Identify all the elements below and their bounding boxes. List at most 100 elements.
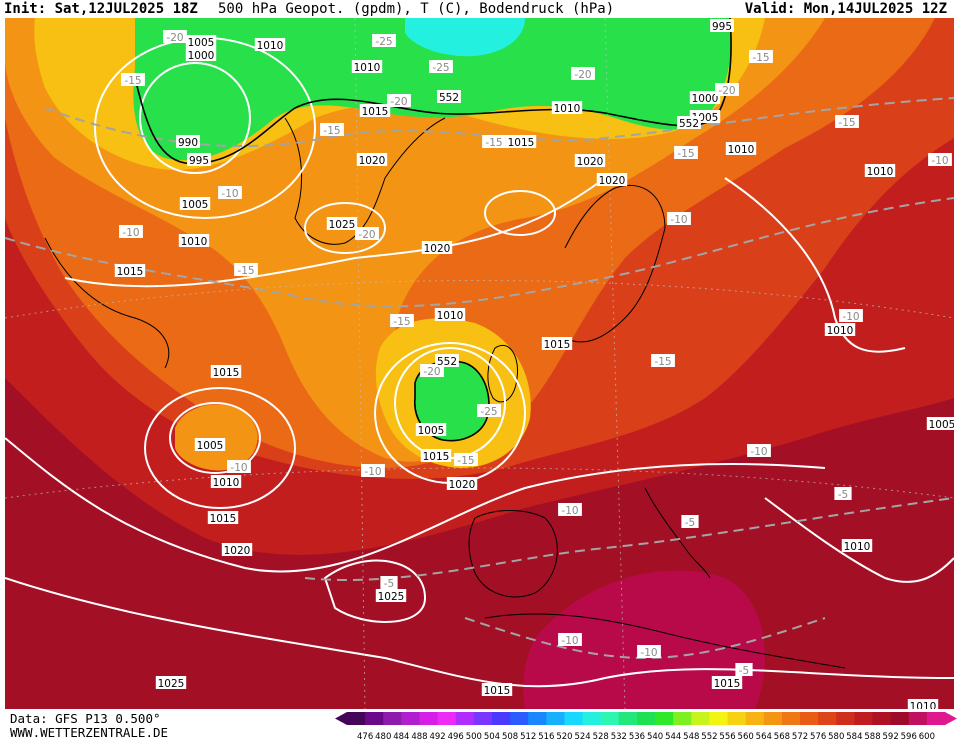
legend-label: 488 bbox=[411, 732, 427, 741]
pressure-label: 1005 bbox=[185, 35, 217, 49]
temperature-label-text: -15 bbox=[124, 75, 141, 87]
coastline-labrador bbox=[44, 237, 170, 369]
legend-label: 512 bbox=[520, 732, 536, 741]
legend-label: 524 bbox=[574, 732, 590, 741]
temperature-label-bg bbox=[735, 663, 753, 676]
coastline-group bbox=[44, 117, 846, 669]
pressure-label-text: 1020 bbox=[424, 243, 451, 255]
chart-header: Init: Sat,12JUL2025 18Z 500 hPa Geopot. … bbox=[0, 0, 959, 20]
temperature-label-bg bbox=[429, 60, 453, 73]
pressure-label: 995 bbox=[710, 19, 734, 33]
temperature-label: -20 bbox=[163, 30, 187, 44]
coastline-iberia bbox=[468, 510, 558, 598]
temperature-label-text: -15 bbox=[677, 148, 694, 160]
isobar-low-atlantic bbox=[169, 402, 261, 474]
pressure-label-text: 1015 bbox=[213, 367, 240, 379]
isotherm-minus5 bbox=[304, 497, 954, 581]
legend-swatch bbox=[347, 712, 366, 725]
pressure-label: 1015 bbox=[420, 449, 452, 463]
legend-swatch bbox=[763, 712, 783, 725]
temperature-label-text: -15 bbox=[485, 137, 502, 149]
coastline-italy bbox=[644, 487, 711, 579]
pressure-label-bg bbox=[210, 365, 242, 378]
pressure-label: 1020 bbox=[356, 153, 388, 167]
pressure-label: 1010 bbox=[434, 308, 466, 322]
legend-label: 520 bbox=[556, 732, 572, 741]
temperature-label-text: -10 bbox=[122, 227, 139, 239]
weather-map: 1005100010101010995100010051010101099099… bbox=[5, 18, 954, 709]
pressure-label: 1015 bbox=[711, 676, 743, 690]
temperature-label: -10 bbox=[637, 645, 661, 659]
pressure-label-text: 1020 bbox=[224, 545, 251, 557]
temperature-label: -25 bbox=[372, 34, 396, 48]
legend-swatch bbox=[800, 712, 819, 725]
legend-arrow-left bbox=[335, 712, 347, 725]
pressure-label-bg bbox=[725, 142, 757, 155]
pressure-label: 1025 bbox=[326, 217, 358, 231]
pressure-label: 1025 bbox=[375, 589, 407, 603]
legend-label: 532 bbox=[611, 732, 627, 741]
temperature-label: -15 bbox=[121, 73, 145, 87]
isobar-1015-north bbox=[64, 177, 606, 288]
legend-swatch bbox=[401, 712, 420, 725]
legend-label: 484 bbox=[393, 732, 409, 741]
pressure-label: 1010 bbox=[725, 142, 757, 156]
pressure-label-bg bbox=[155, 676, 187, 689]
legend-labels: 476 480 484 488 492 496 500 504 508 512 516 520 524 5… bbox=[357, 732, 935, 741]
legend-swatch bbox=[709, 712, 729, 725]
legend-swatch bbox=[455, 712, 475, 725]
isobar-high-greenland bbox=[304, 202, 386, 254]
legend-label: 544 bbox=[665, 732, 681, 741]
pressure-label-text: 1020 bbox=[359, 155, 386, 167]
legend-swatch bbox=[854, 712, 874, 725]
legend-swatch bbox=[872, 712, 892, 725]
pressure-label-text: 1025 bbox=[378, 591, 405, 603]
temperature-label: -10 bbox=[558, 503, 582, 517]
geopot-zone-548-cutoff-low bbox=[414, 361, 489, 441]
legend-label: 496 bbox=[448, 732, 464, 741]
geopot-zone-596 bbox=[523, 570, 765, 709]
temperature-label-text: -20 bbox=[166, 32, 183, 44]
legend-swatch bbox=[491, 712, 511, 725]
temperature-label: -10 bbox=[119, 225, 143, 239]
pressure-label-text: 1000 bbox=[188, 50, 215, 62]
pressure-label-text: 1020 bbox=[599, 175, 626, 187]
temperature-label-bg bbox=[234, 263, 258, 276]
temperature-label: -20 bbox=[420, 364, 444, 378]
geopot-label: 552 bbox=[437, 90, 461, 104]
pressure-label-text: 1010 bbox=[910, 701, 937, 709]
temperature-label-text: -10 bbox=[364, 466, 381, 478]
geopot-label-bg bbox=[437, 90, 461, 103]
temperature-label-bg bbox=[477, 404, 501, 417]
geopot-label-text: 552 bbox=[437, 356, 457, 368]
pressure-label: 1015 bbox=[541, 337, 573, 351]
temperature-label-bg bbox=[835, 115, 859, 128]
legend-label: 492 bbox=[429, 732, 445, 741]
isobar-low-labrador bbox=[139, 62, 251, 174]
temperature-label-text: -15 bbox=[393, 316, 410, 328]
geopot-label-bg bbox=[677, 116, 701, 129]
isobar-1025-south bbox=[323, 559, 427, 623]
legend-label: 572 bbox=[792, 732, 808, 741]
temperature-label-text: -10 bbox=[221, 188, 238, 200]
pressure-label-bg bbox=[326, 217, 358, 230]
pressure-label: 1010 bbox=[351, 60, 383, 74]
geopot-label: 552 bbox=[435, 354, 459, 368]
pressure-label-bg bbox=[481, 683, 513, 696]
pressure-label: 1000 bbox=[689, 91, 721, 105]
pressure-label-bg bbox=[359, 104, 391, 117]
pressure-label-bg bbox=[824, 323, 856, 336]
geopot-label-bg bbox=[435, 354, 459, 367]
pressure-label: 1015 bbox=[114, 264, 146, 278]
graticule-lat-2 bbox=[5, 467, 954, 499]
map-labels: 1005100010101010995100010051010101099099… bbox=[114, 19, 954, 709]
pressure-label-bg bbox=[207, 511, 239, 524]
temperature-label-text: -15 bbox=[838, 117, 855, 129]
website: WWW.WETTERZENTRALE.DE bbox=[10, 725, 169, 740]
temperature-label: -20 bbox=[715, 83, 739, 97]
temperature-label-bg bbox=[355, 227, 379, 240]
temperature-label: -20 bbox=[387, 94, 411, 108]
temperature-label-bg bbox=[482, 135, 506, 148]
temperature-label-text: -10 bbox=[561, 635, 578, 647]
